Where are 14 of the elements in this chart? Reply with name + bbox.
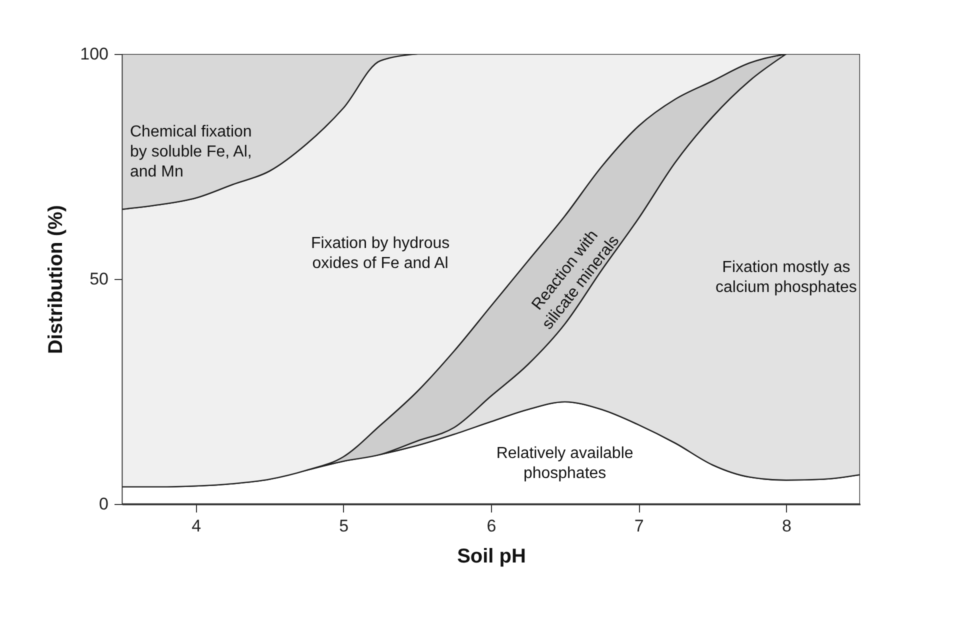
x-tick-label: 4 (192, 516, 202, 536)
x-tick-label: 6 (486, 516, 496, 536)
series-label: Fixation mostly as calcium phosphates (715, 259, 857, 296)
series-label: Fixation by hydrous oxides of Fe and Al (310, 235, 450, 272)
y-axis-title: Distribution (%) (45, 205, 68, 354)
x-tick-label: 8 (782, 516, 792, 536)
series-label: Relatively available phosphates (496, 444, 634, 482)
series-label: Chemical fixation by soluble Fe, Al, and Mn (130, 124, 252, 181)
y-tick-label: 100 (80, 44, 108, 64)
x-axis-title: Soil pH (457, 546, 526, 568)
x-tick-label: 5 (339, 516, 349, 536)
y-tick-label: 50 (90, 270, 108, 288)
x-tick-label: 7 (634, 516, 644, 536)
y-tick-label: 0 (99, 494, 108, 514)
